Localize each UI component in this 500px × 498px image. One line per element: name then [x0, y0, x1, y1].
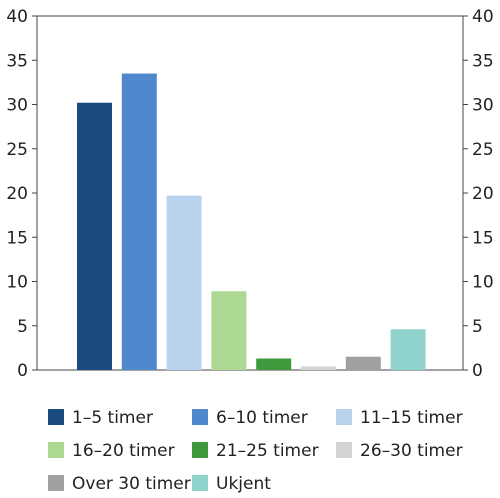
- bar-4: [211, 291, 247, 370]
- bar-2: [121, 73, 157, 371]
- y-tick-label-right: 15: [472, 228, 494, 248]
- legend-label: 1–5 timer: [72, 408, 153, 428]
- legend-item: 26–30 timer: [336, 441, 463, 461]
- y-tick-label-right: 20: [472, 184, 494, 204]
- bars: [77, 73, 426, 371]
- bar-7: [345, 356, 381, 370]
- y-tick-label-left: 25: [6, 140, 28, 160]
- legend-label: 11–15 timer: [360, 408, 463, 428]
- legend-swatch: [192, 409, 208, 425]
- legend-swatch: [192, 442, 208, 458]
- legend-label: 26–30 timer: [360, 441, 463, 461]
- legend-swatch: [48, 442, 64, 458]
- bar-6: [301, 366, 336, 370]
- y-tick-label-left: 30: [6, 96, 28, 116]
- bar-5: [256, 358, 292, 370]
- y-tick-label-right: 0: [472, 361, 483, 381]
- y-tick-label-left: 20: [6, 184, 28, 204]
- bar-8: [390, 329, 426, 370]
- legend-label: Over 30 timer: [72, 474, 191, 494]
- legend-label: 6–10 timer: [216, 408, 308, 428]
- bar-1: [77, 102, 112, 370]
- y-tick-label-left: 5: [17, 317, 28, 337]
- y-tick-label-left: 10: [6, 273, 28, 293]
- y-tick-label-right: 5: [472, 317, 483, 337]
- legend-item: 16–20 timer: [48, 441, 175, 461]
- legend: 1–5 timer 6–10 timer 11–15 timer 16–20 time…: [48, 408, 463, 494]
- legend-label: 21–25 timer: [216, 441, 319, 461]
- legend-item: Ukjent: [192, 474, 271, 494]
- y-tick-label-right: 25: [472, 140, 494, 160]
- y-tick-label-right: 40: [472, 7, 494, 27]
- y-tick-label-right: 10: [472, 273, 494, 293]
- legend-item: 6–10 timer: [192, 408, 308, 428]
- tick-labels: 0 0 5 5 10 10 15 15 20 20 25 25 30 30 35 35 40 40: [6, 7, 493, 381]
- legend-swatch: [48, 409, 64, 425]
- y-tick-label-right: 35: [472, 51, 494, 71]
- legend-item: Over 30 timer: [48, 474, 191, 494]
- legend-swatch: [192, 475, 208, 491]
- y-tick-label-left: 15: [6, 228, 28, 248]
- legend-swatch: [48, 475, 64, 491]
- y-tick-label-left: 0: [17, 361, 28, 381]
- y-tick-label-left: 40: [6, 7, 28, 27]
- legend-item: 1–5 timer: [48, 408, 153, 428]
- legend-item: 21–25 timer: [192, 441, 319, 461]
- y-tick-label-left: 35: [6, 51, 28, 71]
- legend-swatch: [336, 442, 352, 458]
- legend-item: 11–15 timer: [336, 408, 463, 428]
- legend-label: Ukjent: [216, 474, 271, 494]
- bar-3: [166, 195, 202, 370]
- legend-label: 16–20 timer: [72, 441, 175, 461]
- y-tick-label-right: 30: [472, 96, 494, 116]
- legend-swatch: [336, 409, 352, 425]
